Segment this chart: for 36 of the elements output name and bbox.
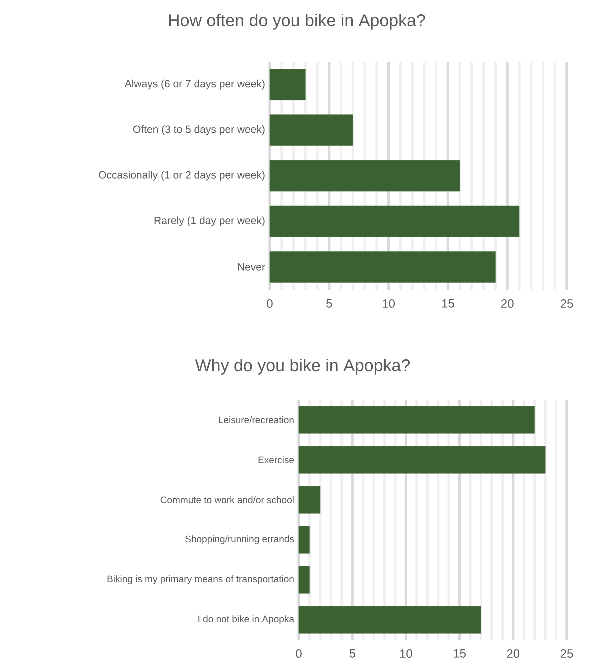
y-tick-label: Shopping/running errands bbox=[186, 536, 294, 544]
x-tick-label: 15 bbox=[454, 650, 466, 658]
bar bbox=[298, 446, 546, 474]
x-tick-label: 25 bbox=[560, 300, 574, 308]
x-tick-label: 5 bbox=[326, 300, 332, 308]
x-tick-label: 15 bbox=[442, 300, 454, 308]
x-tick-label: 5 bbox=[350, 650, 356, 658]
chart-title: How often do you bike in Apopka? bbox=[169, 14, 426, 30]
y-tick-label: Often (3 to 5 days per week) bbox=[134, 126, 265, 136]
bar bbox=[298, 606, 482, 634]
y-tick-label: Biking is my primary means of transportation bbox=[108, 576, 294, 584]
bar bbox=[298, 406, 536, 434]
x-tick-label: 25 bbox=[560, 650, 574, 658]
bar bbox=[298, 526, 310, 554]
y-tick-label: Always (6 or 7 days per week) bbox=[124, 80, 265, 90]
bar bbox=[270, 160, 460, 192]
y-tick-label: Leisure/recreation bbox=[219, 416, 294, 424]
y-tick-label: I do not bike in Apopka bbox=[198, 616, 294, 624]
x-tick-label: 0 bbox=[267, 300, 273, 308]
bar bbox=[298, 566, 310, 594]
bar bbox=[270, 252, 496, 283]
x-tick-label: 0 bbox=[296, 650, 302, 658]
x-tick-label: 10 bbox=[400, 650, 412, 658]
y-tick-label: Exercise bbox=[258, 456, 294, 464]
y-tick-label: Never bbox=[238, 264, 266, 271]
y-tick-label: Rarely (1 day per week) bbox=[154, 216, 265, 226]
bar bbox=[270, 206, 520, 238]
x-tick-label: 20 bbox=[507, 650, 520, 658]
bar bbox=[270, 69, 306, 101]
x-tick-label: 20 bbox=[502, 300, 514, 308]
bar bbox=[298, 486, 321, 514]
x-tick-label: 10 bbox=[383, 300, 395, 308]
chart-title: Why do you bike in Apopka? bbox=[195, 359, 410, 375]
bar bbox=[270, 114, 354, 146]
y-tick-label: Occasionally (1 or 2 days per week) bbox=[99, 171, 265, 181]
y-tick-label: Commute to work and/or school bbox=[160, 496, 294, 504]
